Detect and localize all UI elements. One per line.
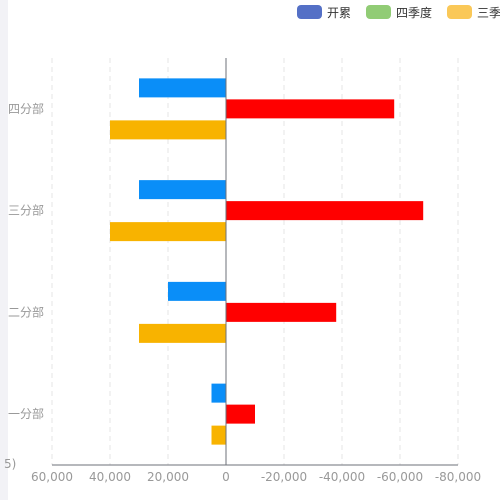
x-tick-label: -60,000: [377, 470, 423, 484]
legend-label-q4: 四季度: [396, 5, 433, 20]
legend: 开累 四季度 三季度: [297, 3, 500, 21]
legend-item-q4[interactable]: 四季度: [366, 4, 432, 21]
legend-label-q3: 三季度: [477, 5, 500, 20]
x-tick-label: -80,000: [435, 470, 481, 484]
bar-q4[interactable]: [226, 302, 337, 322]
x-tick-label: 40,000: [89, 470, 131, 484]
x-tick-label: -40,000: [319, 470, 365, 484]
bar-q4[interactable]: [226, 201, 424, 221]
bar-cumulative[interactable]: [139, 180, 226, 200]
bar-q3[interactable]: [110, 120, 226, 140]
bar-q3[interactable]: [139, 323, 226, 343]
bar-q4[interactable]: [226, 99, 395, 119]
category-label: 二分部: [8, 304, 44, 319]
axis-corner-label: 5): [4, 457, 16, 471]
axes: 60,000 40,000 20,000 0 -20,000 -40,000 -60,000…: [4, 58, 481, 484]
legend-swatch-q3: [447, 5, 473, 19]
grid-lines: [51, 58, 459, 465]
bar-q3[interactable]: [211, 425, 227, 445]
x-tick-label: -20,000: [261, 470, 307, 484]
x-tick-label: 20,000: [147, 470, 189, 484]
x-tick-label: 60,000: [31, 470, 73, 484]
bar-q4[interactable]: [226, 404, 255, 424]
x-tick-label: 0: [222, 470, 230, 484]
legend-swatch-q4: [366, 5, 392, 19]
bars: [110, 78, 424, 445]
category-label: 一分部: [8, 406, 44, 421]
legend-item-cumulative[interactable]: 开累: [297, 4, 351, 21]
category-label: 四分部: [8, 101, 44, 116]
bar-cumulative[interactable]: [139, 78, 226, 98]
bar-q3[interactable]: [110, 222, 226, 242]
category-label: 三分部: [8, 203, 44, 218]
bar-cumulative[interactable]: [211, 383, 227, 403]
legend-item-q3[interactable]: 三季度: [447, 4, 500, 21]
legend-label-cumulative: 开累: [327, 5, 352, 20]
legend-swatch-cumulative: [297, 5, 322, 19]
left-edge-strip: [0, 0, 8, 500]
bar-cumulative[interactable]: [168, 281, 226, 301]
